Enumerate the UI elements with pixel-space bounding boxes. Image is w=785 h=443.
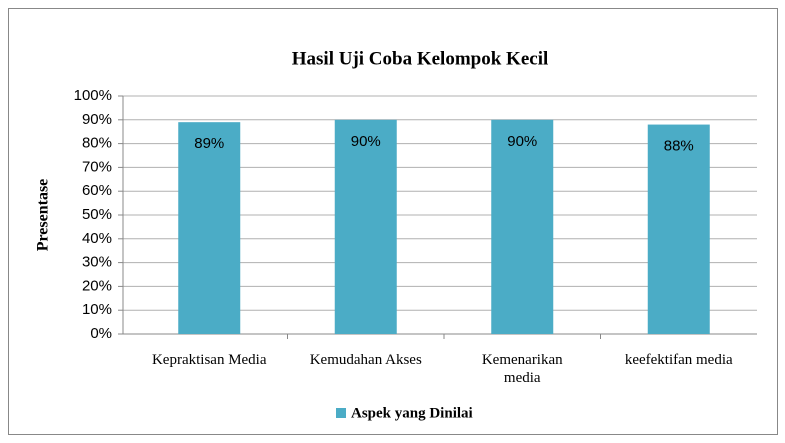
y-tick-label: 60%: [82, 182, 112, 199]
bar: [178, 122, 241, 335]
y-tick-label: 40%: [82, 230, 112, 247]
value-label: 90%: [351, 133, 381, 150]
x-tick-label: keefektifan media: [624, 352, 733, 368]
y-tick-label: 30%: [82, 254, 112, 271]
value-label: 89%: [194, 135, 224, 152]
y-tick-label: 70%: [82, 158, 112, 175]
y-tick-label: 90%: [82, 111, 112, 128]
y-tick-label: 10%: [82, 301, 112, 318]
x-tick-label: Kemudahan Akses: [309, 352, 422, 368]
value-label: 90%: [507, 133, 537, 150]
y-tick-label: 80%: [82, 135, 112, 152]
y-tick-label: 0%: [90, 325, 112, 342]
chart-title: Hasil Uji Coba Kelompok Kecil: [292, 48, 549, 69]
x-tick-label: Kemenarikan media: [481, 352, 563, 386]
y-tick-label: 50%: [82, 206, 112, 223]
bar: [334, 119, 397, 334]
y-tick-label: 100%: [74, 87, 112, 104]
legend-swatch: [336, 408, 346, 418]
y-axis-label: Presentase: [35, 179, 52, 252]
bar: [647, 124, 710, 334]
value-label: 88%: [664, 138, 694, 155]
x-tick-label: Kepraktisan Media: [151, 352, 267, 368]
legend-label: Aspek yang Dinilai: [351, 405, 473, 421]
bar: [491, 119, 554, 334]
y-tick-label: 20%: [82, 277, 112, 294]
